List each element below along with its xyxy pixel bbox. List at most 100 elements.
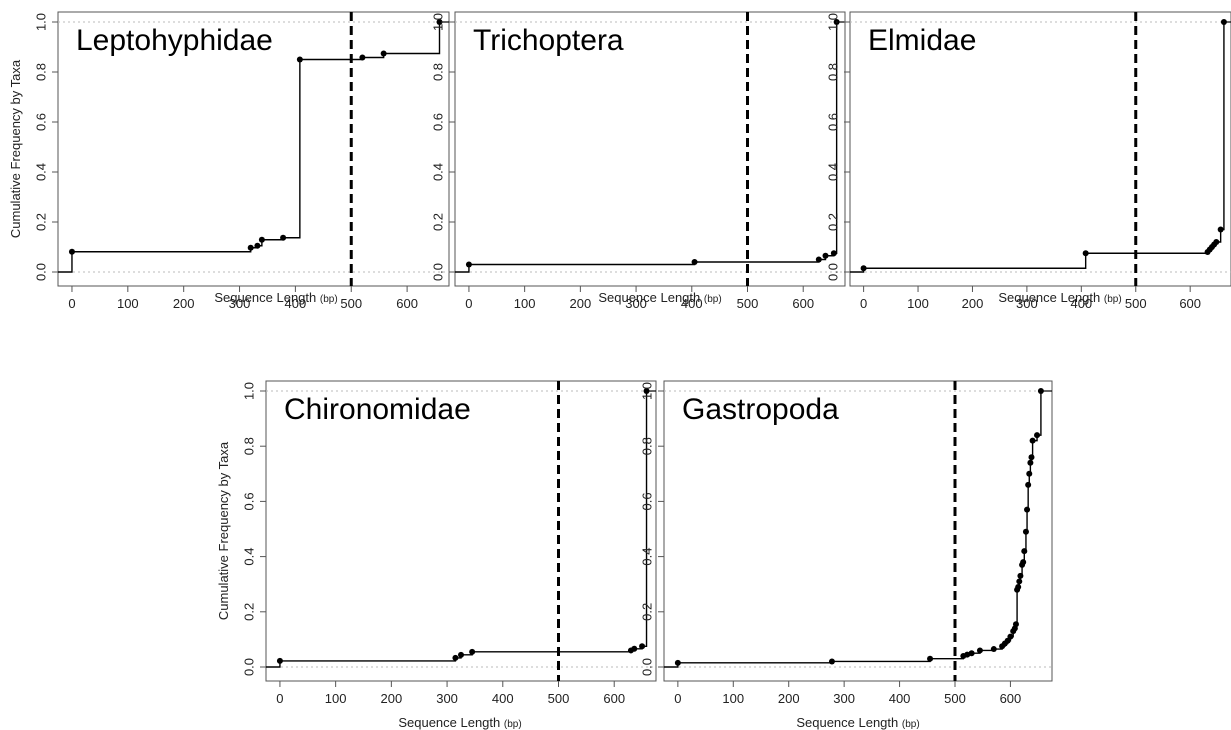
data-point (1015, 583, 1022, 590)
x-tick-label: 100 (514, 296, 536, 311)
data-point (860, 265, 867, 272)
panel-title: Trichoptera (473, 24, 624, 57)
x-tick-label: 200 (381, 691, 403, 706)
x-axis-label: Sequence Length (bp) (598, 290, 721, 305)
y-tick-label: 0.8 (33, 63, 48, 81)
y-tick-label: 0.6 (241, 492, 256, 510)
cumulative-step-line (850, 22, 1225, 273)
y-tick-label: 1.0 (825, 13, 840, 31)
data-point (1034, 432, 1041, 439)
x-tick-label: 0 (674, 691, 681, 706)
y-tick-label: 0.6 (33, 113, 48, 131)
y-tick-label: 0.8 (241, 437, 256, 455)
x-tick-label: 600 (1000, 691, 1022, 706)
y-tick-label: 0.4 (430, 163, 445, 181)
cumulative-step-line (455, 22, 838, 273)
data-point (1021, 548, 1028, 555)
y-tick-label: 0.8 (639, 437, 654, 455)
data-point (280, 234, 287, 241)
y-tick-label: 0.4 (825, 163, 840, 181)
plot-frame (265, 380, 657, 682)
x-axis-label: Sequence Length (bp) (214, 290, 337, 305)
x-tick-label: 500 (1125, 296, 1147, 311)
y-tick-label: 0.8 (825, 63, 840, 81)
x-axis-label: Sequence Length (bp) (998, 290, 1121, 305)
x-tick-label: 600 (603, 691, 625, 706)
y-tick-label: 0.6 (825, 113, 840, 131)
panel-title: Leptohyphidae (76, 24, 273, 57)
chart-panel-2: 0.0 0.2 0.4 0.6 0.8 1.0 0 100 200 300 400 500 600 Seq… (430, 11, 846, 311)
y-tick-label: 1.0 (430, 13, 445, 31)
x-tick-label: 200 (962, 296, 984, 311)
data-point (436, 19, 443, 25)
chart-panel-3: 0.0 0.2 0.4 0.6 0.8 1.0 0 100 200 300 400 500 600 Seq… (825, 11, 1231, 311)
x-tick-label: 300 (436, 691, 458, 706)
data-point (1022, 528, 1029, 535)
y-tick-label: 1.0 (241, 382, 256, 400)
data-point (380, 50, 387, 57)
data-point (452, 654, 459, 661)
y-tick-label: 0.4 (241, 548, 256, 566)
chart-panel-5: 0.0 0.2 0.4 0.6 0.8 1.0 0 100 200 300 400 500 600 Seq… (639, 380, 1053, 730)
data-point (1007, 633, 1014, 640)
data-point (469, 648, 476, 655)
y-tick-label: 0.8 (430, 63, 445, 81)
x-tick-label: 200 (570, 296, 592, 311)
x-tick-label: 400 (889, 691, 911, 706)
y-tick-label: 0.2 (430, 213, 445, 231)
plot-frame (663, 380, 1053, 682)
data-point (643, 388, 650, 394)
data-point (1016, 578, 1023, 585)
x-tick-label: 400 (1070, 296, 1092, 311)
plot-frame (57, 11, 450, 287)
panel-title: Chironomidae (284, 393, 471, 426)
data-point (247, 244, 254, 251)
data-point (258, 236, 265, 243)
cumulative-step-line (266, 391, 648, 668)
x-tick-label: 300 (1016, 296, 1038, 311)
x-tick-label: 500 (340, 296, 362, 311)
data-point (830, 250, 837, 257)
y-tick-label: 0.2 (639, 603, 654, 621)
data-point (691, 259, 698, 265)
x-tick-label: 200 (173, 296, 195, 311)
data-point (1213, 239, 1220, 245)
x-tick-label: 0 (68, 296, 75, 311)
y-tick-label: 0.0 (430, 263, 445, 281)
data-point (254, 242, 261, 249)
data-point (465, 261, 472, 268)
x-tick-label: 100 (117, 296, 139, 311)
plot-frame (849, 11, 1231, 287)
y-tick-label: 0.2 (825, 213, 840, 231)
x-tick-label: 300 (833, 691, 855, 706)
data-point (1017, 572, 1024, 579)
y-tick-label: 0.0 (639, 658, 654, 676)
panel-title: Elmidae (868, 24, 976, 57)
data-point (1029, 437, 1036, 444)
x-tick-label: 100 (907, 296, 929, 311)
x-tick-label: 500 (737, 296, 759, 311)
chart-panel-4: 0.0 0.2 0.4 0.6 0.8 1.0 0 100 200 300 400 500 600 Seq… (216, 380, 657, 730)
data-point (674, 659, 681, 666)
y-tick-label: 0.2 (241, 603, 256, 621)
x-tick-label: 500 (548, 691, 570, 706)
x-tick-label: 0 (860, 296, 867, 311)
data-point (296, 56, 303, 63)
y-tick-label: 1.0 (33, 13, 48, 31)
y-tick-label: 0.0 (33, 263, 48, 281)
y-axis-label: Cumulative Frequency by Taxa (216, 441, 231, 620)
x-tick-label: 400 (285, 296, 307, 311)
data-point (1025, 481, 1032, 488)
data-point (927, 655, 934, 662)
y-tick-label: 0.6 (430, 113, 445, 131)
data-point (1217, 226, 1224, 233)
x-tick-label: 600 (792, 296, 814, 311)
data-point (1028, 454, 1035, 461)
data-point (1012, 621, 1019, 628)
data-point (822, 252, 829, 259)
plot-frame (454, 11, 846, 287)
y-tick-label: 0.0 (241, 658, 256, 676)
data-point (990, 646, 997, 653)
data-point (458, 651, 464, 658)
